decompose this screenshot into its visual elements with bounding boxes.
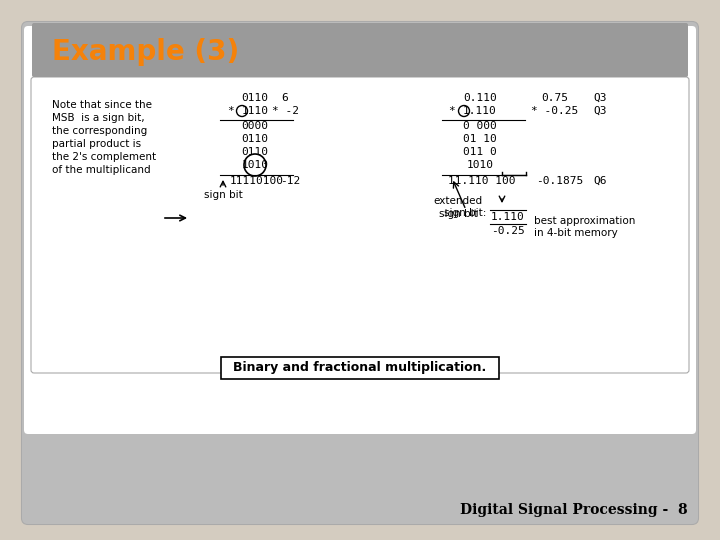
Text: * -0.25: * -0.25: [531, 106, 579, 116]
Text: the 2's complement: the 2's complement: [52, 152, 156, 162]
Text: Q3: Q3: [593, 106, 607, 116]
Text: sign bit: sign bit: [204, 190, 243, 200]
FancyBboxPatch shape: [22, 22, 698, 524]
Text: -12: -12: [280, 176, 300, 186]
Text: 0000: 0000: [241, 121, 269, 131]
Text: Example (3): Example (3): [52, 38, 239, 66]
Text: 11.110 100: 11.110 100: [449, 176, 516, 186]
Text: 1.110: 1.110: [463, 106, 497, 116]
Text: best approximation
in 4-bit memory: best approximation in 4-bit memory: [534, 216, 635, 238]
Text: the corresponding: the corresponding: [52, 126, 148, 136]
Text: 0110: 0110: [241, 134, 269, 144]
Text: -0.1875: -0.1875: [536, 176, 584, 186]
FancyBboxPatch shape: [221, 357, 499, 379]
Text: Note that since the: Note that since the: [52, 100, 152, 110]
FancyBboxPatch shape: [24, 26, 696, 434]
Text: 0.110: 0.110: [463, 93, 497, 103]
Text: 1010: 1010: [241, 160, 269, 170]
Text: 6: 6: [282, 93, 289, 103]
Text: 0110: 0110: [241, 93, 269, 103]
FancyBboxPatch shape: [32, 23, 688, 77]
Text: *: *: [227, 106, 234, 116]
Text: of the multiplicand: of the multiplicand: [52, 165, 150, 175]
Text: -0.25: -0.25: [491, 226, 525, 236]
Text: extended
sign bit: extended sign bit: [433, 196, 482, 219]
Text: 1110: 1110: [241, 106, 269, 116]
Text: 11110100: 11110100: [230, 176, 284, 186]
FancyBboxPatch shape: [22, 22, 698, 524]
Text: * -2: * -2: [271, 106, 299, 116]
Text: 0.75: 0.75: [541, 93, 569, 103]
Text: Digital Signal Processing -  8: Digital Signal Processing - 8: [460, 503, 688, 517]
Text: Binary and fractional multiplication.: Binary and fractional multiplication.: [233, 361, 487, 375]
Text: 0110: 0110: [241, 147, 269, 157]
Text: 011 0: 011 0: [463, 147, 497, 157]
Text: *: *: [448, 106, 455, 116]
Text: MSB  is a sign bit,: MSB is a sign bit,: [52, 113, 145, 123]
Text: sign bit:: sign bit:: [444, 208, 486, 218]
Text: 1.110: 1.110: [491, 212, 525, 222]
Text: partial product is: partial product is: [52, 139, 141, 149]
Text: 01 10: 01 10: [463, 134, 497, 144]
Text: Q3: Q3: [593, 93, 607, 103]
Text: 0 000: 0 000: [463, 121, 497, 131]
FancyBboxPatch shape: [31, 77, 689, 373]
Text: 1010: 1010: [467, 160, 493, 170]
Text: Q6: Q6: [593, 176, 607, 186]
